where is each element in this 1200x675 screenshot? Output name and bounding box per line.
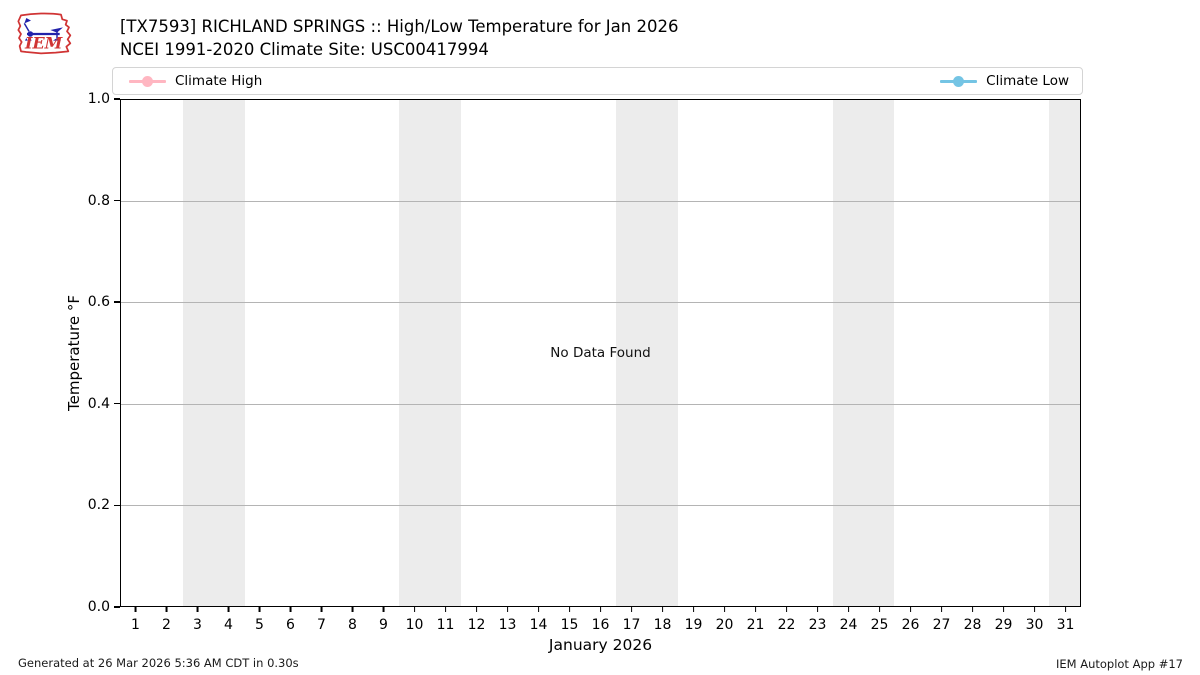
legend-entry-climate-low: Climate Low [940, 73, 1069, 89]
no-data-message: No Data Found [550, 345, 651, 361]
y-tick: 0.4 [88, 396, 120, 412]
x-tick: 7 [317, 607, 326, 633]
weekend-band [182, 100, 245, 606]
weekend-band [399, 100, 462, 606]
x-tick: 19 [685, 607, 702, 633]
x-tick: 26 [902, 607, 919, 633]
x-tick: 12 [468, 607, 485, 633]
gridline [121, 504, 1080, 506]
x-tick: 23 [809, 607, 826, 633]
y-tick: 1.0 [88, 91, 120, 107]
x-tick: 24 [840, 607, 857, 633]
x-tick: 11 [437, 607, 454, 633]
x-tick: 6 [286, 607, 295, 633]
chart-subtitle: NCEI 1991-2020 Climate Site: USC00417994 [120, 40, 489, 59]
chart-legend: Climate High Climate Low [112, 67, 1083, 95]
gridline [121, 302, 1080, 304]
x-tick: 25 [871, 607, 888, 633]
x-tick: 16 [592, 607, 609, 633]
plot-area: No Data Found [120, 99, 1081, 607]
x-axis-label: January 2026 [548, 636, 653, 654]
climate-high-marker-icon [129, 75, 166, 87]
x-tick: 8 [348, 607, 357, 633]
x-axis-ticks: 1 2 3 4 5 6 7 8 9 10 11 12 13 14 15 16 17 18 19 20 21 22 23 24 2… [120, 607, 1081, 639]
y-tick: 0.8 [88, 193, 120, 209]
y-tick: 0.0 [88, 599, 120, 615]
y-tick: 0.6 [88, 294, 120, 310]
x-tick: 1 [131, 607, 140, 633]
x-tick: 28 [964, 607, 981, 633]
x-tick: 30 [1026, 607, 1043, 633]
weekend-band [615, 100, 678, 606]
x-tick: 29 [995, 607, 1012, 633]
x-tick: 20 [716, 607, 733, 633]
title-block: [TX7593] RICHLAND SPRINGS :: High/Low Te… [120, 15, 678, 61]
x-tick: 17 [623, 607, 640, 633]
chart-title: [TX7593] RICHLAND SPRINGS :: High/Low Te… [120, 17, 679, 36]
legend-label-climate-low: Climate Low [986, 73, 1069, 89]
weekend-band [832, 100, 895, 606]
x-tick: 4 [224, 607, 233, 633]
x-tick: 31 [1057, 607, 1074, 633]
generated-timestamp: Generated at 26 Mar 2026 5:36 AM CDT in … [18, 656, 299, 670]
x-tick: 2 [162, 607, 171, 633]
y-axis-ticks: 0.0 0.2 0.4 0.6 0.8 1.0 [78, 91, 120, 615]
gridline [121, 201, 1080, 203]
legend-entry-climate-high: Climate High [129, 73, 262, 89]
x-tick: 27 [933, 607, 950, 633]
iem-logo-text: IEM [24, 34, 64, 53]
x-tick: 15 [561, 607, 578, 633]
weather-vane-icon [23, 18, 63, 41]
x-tick: 10 [406, 607, 423, 633]
x-tick: 3 [193, 607, 202, 633]
climate-low-marker-icon [940, 75, 978, 87]
x-tick: 22 [778, 607, 795, 633]
y-axis-label: Temperature °F [65, 295, 83, 411]
legend-label-climate-high: Climate High [175, 73, 263, 89]
gridline [121, 403, 1080, 405]
y-tick: 0.2 [88, 497, 120, 513]
x-tick: 18 [654, 607, 671, 633]
x-tick: 9 [379, 607, 388, 633]
app-credit: IEM Autoplot App #17 [1055, 657, 1183, 671]
weekend-band [1049, 100, 1080, 606]
iem-logo: IEM [17, 12, 72, 55]
x-tick: 5 [255, 607, 264, 633]
x-tick: 14 [530, 607, 547, 633]
x-tick: 13 [499, 607, 516, 633]
x-tick: 21 [747, 607, 764, 633]
